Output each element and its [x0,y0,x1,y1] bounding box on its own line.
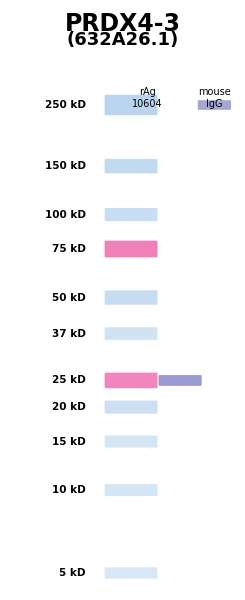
FancyBboxPatch shape [105,290,158,305]
FancyBboxPatch shape [105,159,158,173]
Text: 37 kD: 37 kD [52,329,86,338]
Text: PRDX4-3: PRDX4-3 [64,12,181,36]
Text: 15 kD: 15 kD [52,437,86,446]
Text: (632A26.1): (632A26.1) [66,31,179,49]
FancyBboxPatch shape [105,568,158,578]
Text: 250 kD: 250 kD [45,100,86,110]
Text: 10 kD: 10 kD [52,485,86,495]
Text: 25 kD: 25 kD [52,376,86,385]
FancyBboxPatch shape [105,241,158,257]
FancyBboxPatch shape [159,375,202,386]
FancyBboxPatch shape [105,373,158,388]
Text: 100 kD: 100 kD [45,209,86,220]
Text: 20 kD: 20 kD [52,402,86,412]
FancyBboxPatch shape [105,208,158,221]
FancyBboxPatch shape [105,401,158,414]
FancyBboxPatch shape [105,436,158,448]
FancyBboxPatch shape [105,95,158,115]
Text: 50 kD: 50 kD [52,293,86,302]
Text: 5 kD: 5 kD [59,568,86,578]
FancyBboxPatch shape [105,484,158,496]
FancyBboxPatch shape [198,100,231,110]
FancyBboxPatch shape [105,327,158,340]
Text: mouse
IgG: mouse IgG [198,87,231,109]
Text: 75 kD: 75 kD [52,244,86,254]
Text: rAg
10604: rAg 10604 [132,87,162,109]
Text: 150 kD: 150 kD [45,161,86,171]
